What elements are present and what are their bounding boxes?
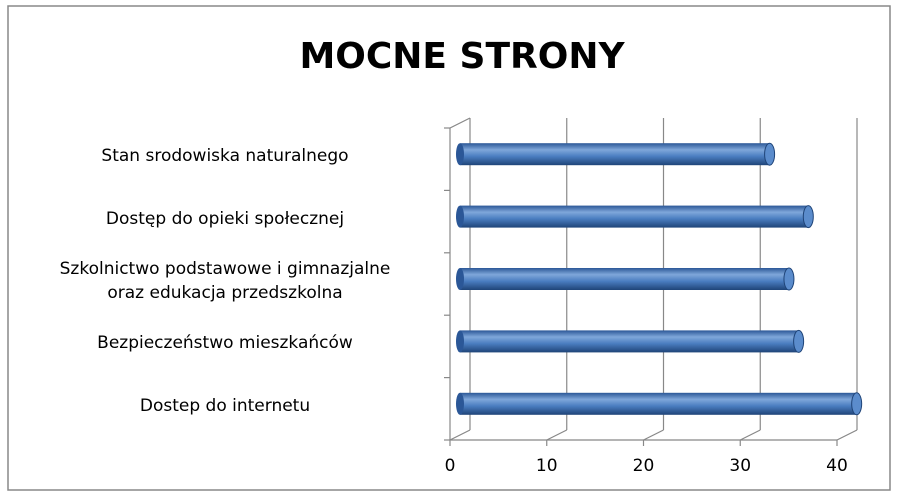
grid-line [449,429,471,441]
bar-start-cap [456,143,464,166]
bar-end-cap [802,205,814,229]
axis-line [449,117,471,129]
bar-start-cap [456,392,464,415]
bar-end-cap [851,392,863,416]
bar-start-cap [456,330,464,353]
bar [460,205,809,228]
chart-title: MOCNE STRONY [299,36,625,77]
bar-end-cap [793,329,805,353]
x-tick-label: 40 [826,456,848,476]
bar-start-cap [456,268,464,290]
bar-start-cap [456,205,464,228]
bar [460,392,857,415]
y-tick-label: Dostep do internetu [139,395,311,416]
y-tick-label: Stan srodowiska naturalnego [101,146,349,167]
grid-line [739,429,761,441]
x-tick-label: 20 [633,456,655,476]
bar-end-cap [783,267,795,291]
frame [7,5,891,491]
bar [460,268,789,290]
y-tick-label: Bezpieczeństwo mieszkańców [97,333,353,354]
x-tick-label: 0 [445,456,456,476]
x-tick-label: 30 [729,456,751,476]
grid-line [643,429,664,441]
bar [460,330,799,353]
grid-line [546,429,568,441]
y-tick-label: Dostęp do opieki społecznej [105,208,345,229]
bar-end-cap [764,142,776,166]
y-tick-label: Szkolnictwo podstawowe i gimnazjalne ora… [59,259,391,303]
bar [460,143,770,166]
x-tick-label: 10 [536,456,558,476]
grid-line [836,429,858,441]
